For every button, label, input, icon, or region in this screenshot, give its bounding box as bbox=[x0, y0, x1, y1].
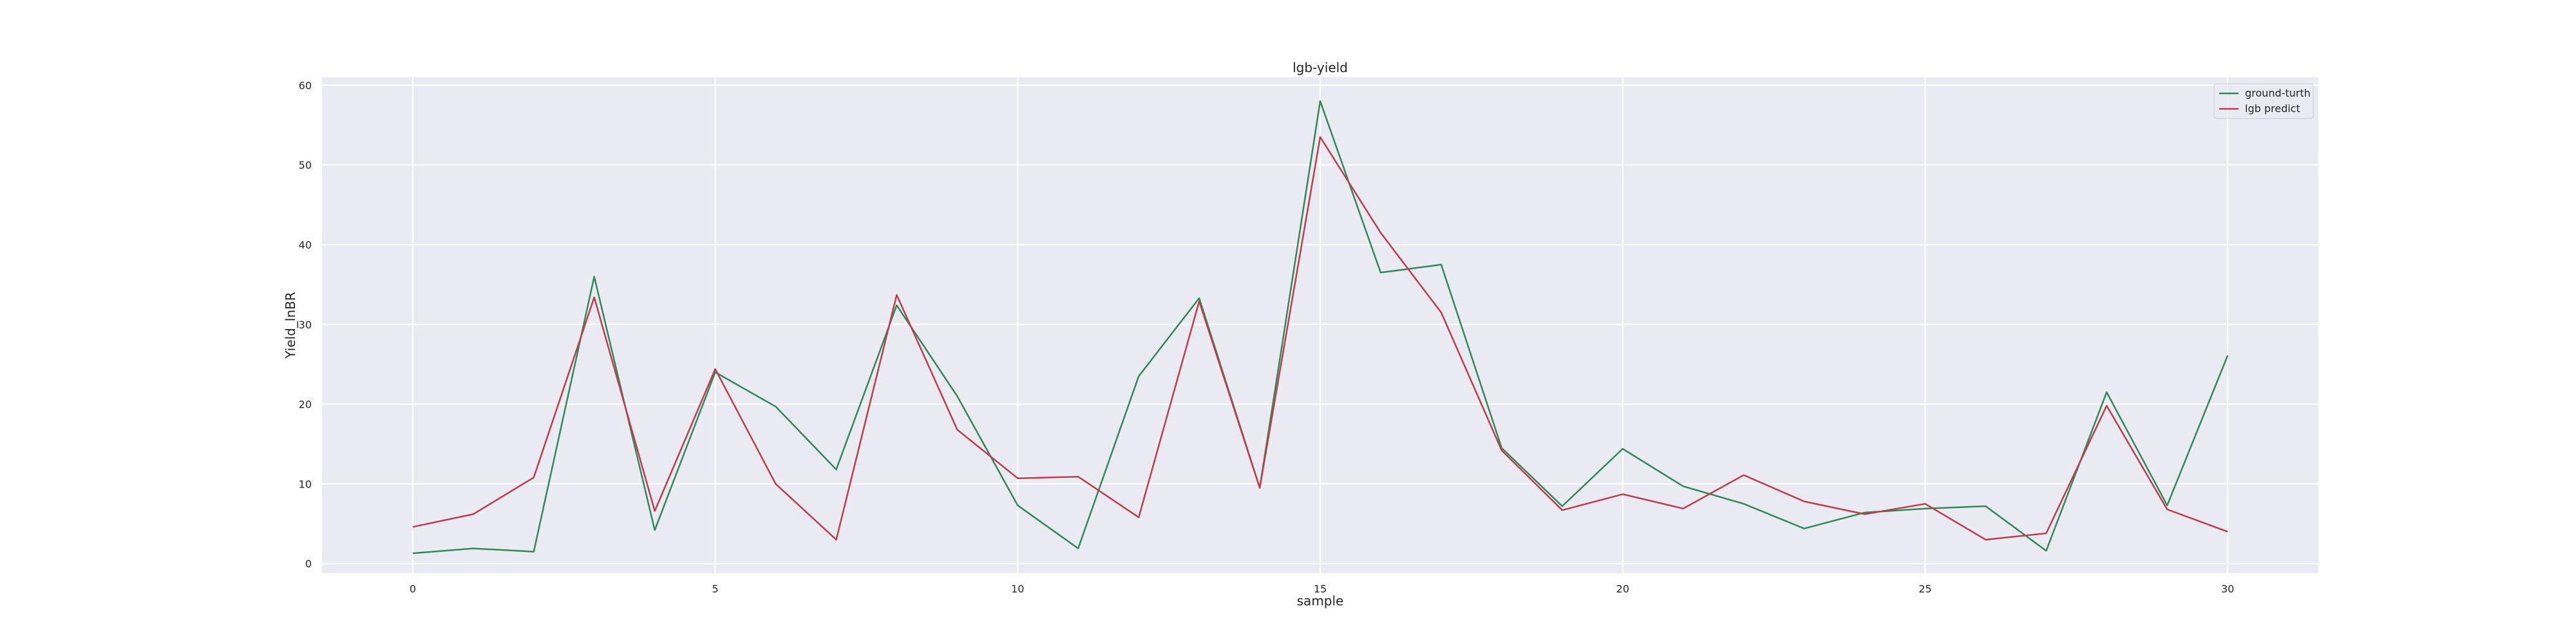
x-tick-label: 25 bbox=[1918, 583, 1931, 595]
x-tick-label: 10 bbox=[1011, 583, 1024, 595]
y-axis-label: Yield_lnBR bbox=[283, 292, 298, 359]
grid bbox=[322, 77, 2318, 573]
x-tick-label: 5 bbox=[712, 583, 719, 595]
x-axis-label: sample bbox=[1297, 593, 1344, 609]
legend-label: lgb predict bbox=[2245, 102, 2300, 115]
x-tick-label: 30 bbox=[2221, 583, 2234, 595]
x-tick-label: 15 bbox=[1314, 583, 1327, 595]
y-tick-label: 20 bbox=[299, 399, 312, 411]
y-tick-label: 60 bbox=[299, 79, 312, 91]
y-tick-label: 50 bbox=[299, 159, 312, 171]
legend-box bbox=[2213, 83, 2314, 119]
legend: ground-turth lgb predict bbox=[2213, 83, 2314, 119]
legend-label: ground-turth bbox=[2245, 87, 2311, 99]
chart-title: lgb-yield bbox=[1293, 60, 1348, 75]
y-tick-label: 0 bbox=[305, 558, 312, 570]
y-tick-label: 10 bbox=[299, 478, 312, 490]
series-group bbox=[412, 100, 2229, 554]
x-tick-labels: 0 5 10 15 20 25 30 bbox=[410, 583, 2234, 595]
x-tick-label: 20 bbox=[1616, 583, 1629, 595]
y-tick-label: 40 bbox=[299, 239, 312, 251]
x-tick-label: 0 bbox=[410, 583, 416, 595]
y-tick-label: 30 bbox=[299, 319, 312, 331]
series-line-1 bbox=[412, 100, 2229, 554]
series-line-2 bbox=[412, 136, 2228, 541]
y-tick-labels: 0 10 20 30 40 50 60 bbox=[299, 79, 312, 570]
